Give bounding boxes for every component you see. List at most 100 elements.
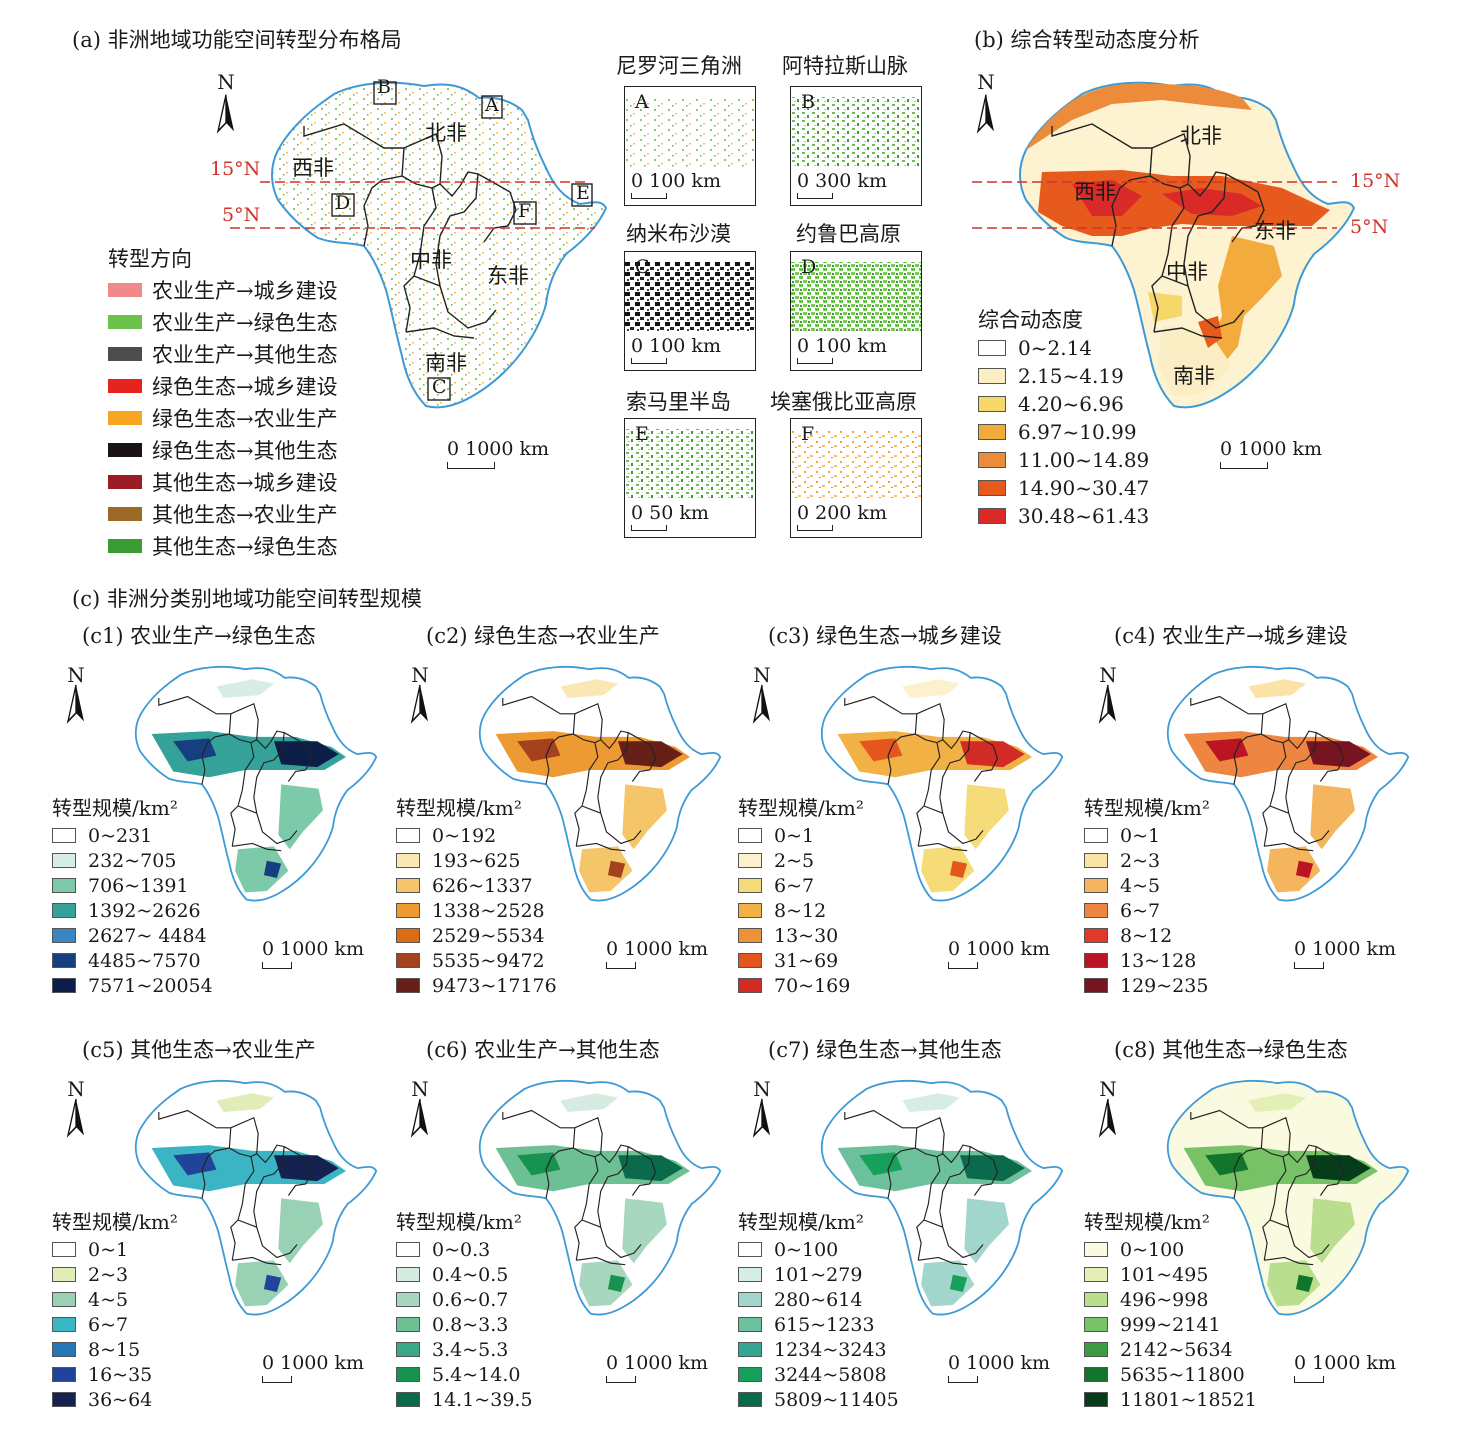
legend-swatch: [108, 539, 142, 553]
legend-swatch: [978, 396, 1006, 412]
legend-item: 615~1233: [738, 1312, 899, 1337]
legend-swatch: [108, 315, 142, 329]
inset-letter: B: [801, 91, 815, 113]
inset-scale: 0 50 km: [631, 502, 709, 531]
legend-swatch: [978, 424, 1006, 440]
legend-item: 2~3: [52, 1262, 152, 1287]
inset-letter: E: [635, 423, 649, 445]
map-region: [274, 741, 339, 768]
map-region: [517, 1152, 561, 1176]
legend-title-b: 综合动态度: [978, 308, 1083, 332]
legend-label: 129~235: [1120, 974, 1209, 997]
legend-item: 496~998: [1084, 1287, 1257, 1312]
legend-label: 2.15~4.19: [1018, 364, 1124, 388]
legend-c: 0~1 2~5 6~7 8~12 13~30 31~69 70~169: [738, 823, 850, 998]
legend-label: 0~0.3: [432, 1238, 491, 1261]
map-region: [622, 784, 667, 850]
small-map-title: (c8) 其他生态→绿色生态: [1114, 1038, 1348, 1062]
legend-item: 绿色生态→其他生态: [108, 434, 338, 466]
legend-item: 农业生产→城乡建设: [108, 274, 338, 306]
legend-title-c: 转型规模/km²: [52, 1210, 178, 1234]
legend-label: 999~2141: [1120, 1313, 1221, 1336]
legend-item: 2~3: [1084, 848, 1208, 873]
legend-swatch: [52, 1292, 76, 1307]
legend-label: 2~3: [1120, 849, 1161, 872]
legend-item: 0~100: [1084, 1237, 1257, 1262]
legend-label: 16~35: [88, 1363, 153, 1386]
legend-item: 6~7: [738, 873, 850, 898]
legend-label: 8~12: [1120, 924, 1173, 947]
map-region: [1295, 860, 1314, 878]
region-south-africa-b: 南非: [1173, 364, 1215, 388]
legend-label: 30.48~61.43: [1018, 504, 1150, 528]
inset-scale: 0 100 km: [631, 170, 721, 199]
north-arrow-b: N: [972, 72, 1000, 133]
region-north-africa-b: 北非: [1180, 124, 1222, 148]
legend-swatch: [52, 828, 76, 843]
legend-swatch: [738, 853, 762, 868]
north-arrow-icon: [753, 1098, 771, 1137]
box-b: [373, 81, 397, 105]
legend-label: 3.4~5.3: [432, 1338, 509, 1361]
legend-label: 2~5: [774, 849, 815, 872]
legend-label: 4~5: [1120, 874, 1161, 897]
legend-swatch: [396, 1242, 420, 1257]
inset-terrain: [791, 429, 921, 499]
legend-label: 31~69: [774, 949, 839, 972]
north-label: N: [411, 1077, 429, 1101]
map-region: [902, 1093, 960, 1112]
legend-label: 0.6~0.7: [432, 1288, 509, 1311]
scale-label: 0 1000 km: [1294, 1352, 1397, 1374]
legend-item: 2627~ 4484: [52, 923, 213, 948]
north-arrow-icon: [411, 1098, 429, 1137]
africa-map-a: [271, 81, 607, 409]
north-arrow-c: N: [406, 665, 434, 725]
map-region: [949, 860, 968, 878]
map-region: [607, 860, 626, 878]
legend-swatch: [52, 853, 76, 868]
legend-swatch: [978, 508, 1006, 524]
legend-label: 706~1391: [88, 874, 189, 897]
africa-map-b: [1019, 81, 1355, 409]
legend-item: 30.48~61.43: [978, 502, 1149, 530]
north-label: N: [67, 1077, 85, 1101]
legend-c: 0~1 2~3 4~5 6~7 8~15 16~35 36~64: [52, 1237, 152, 1412]
legend-title-c: 转型规模/km²: [1084, 796, 1210, 820]
box-label-c: C: [432, 376, 447, 398]
legend-item: 绿色生态→城乡建设: [108, 370, 338, 402]
north-arrow-c: N: [62, 665, 90, 725]
scale-bar-a: 0 1000 km: [447, 438, 549, 469]
legend-title-c: 转型规模/km²: [396, 1210, 522, 1234]
legend-label: 11.00~14.89: [1018, 448, 1150, 472]
legend-label: 615~1233: [774, 1313, 875, 1336]
legend-label: 绿色生态→其他生态: [152, 439, 338, 463]
north-arrow-c: N: [748, 665, 776, 725]
legend-item: 农业生产→其他生态: [108, 338, 338, 370]
legend-swatch: [52, 1317, 76, 1332]
map-region: [960, 1155, 1025, 1182]
legend-item: 4~5: [1084, 873, 1208, 898]
legend-swatch: [1084, 1367, 1108, 1382]
scale-bar-c: 0 1000 km: [606, 1352, 708, 1383]
inset-terrain: [625, 429, 755, 499]
legend-label: 5809~11405: [774, 1388, 899, 1411]
map-region: [278, 784, 323, 850]
legend-label: 其他生态→农业生产: [152, 503, 338, 527]
inset-map: B 0 300 km: [790, 86, 922, 206]
inset-scale-label: 0 50 km: [631, 502, 709, 524]
north-label: N: [217, 70, 235, 94]
legend-item: 1338~2528: [396, 898, 557, 923]
small-map-title: (c6) 农业生产→其他生态: [426, 1038, 660, 1062]
scale-label: 0 1000 km: [262, 1352, 365, 1374]
scale-bar-c: 0 1000 km: [262, 938, 364, 969]
legend-item: 0~1: [52, 1237, 152, 1262]
legend-label: 0~192: [432, 824, 497, 847]
legend-item: 0~231: [52, 823, 213, 848]
map-region: [964, 784, 1009, 850]
legend-title-c: 转型规模/km²: [738, 796, 864, 820]
legend-item: 1392~2626: [52, 898, 213, 923]
legend-item: 3.4~5.3: [396, 1337, 533, 1362]
legend-swatch: [738, 953, 762, 968]
region-east-africa-a: 东非: [487, 264, 529, 288]
map-region: [235, 846, 289, 893]
